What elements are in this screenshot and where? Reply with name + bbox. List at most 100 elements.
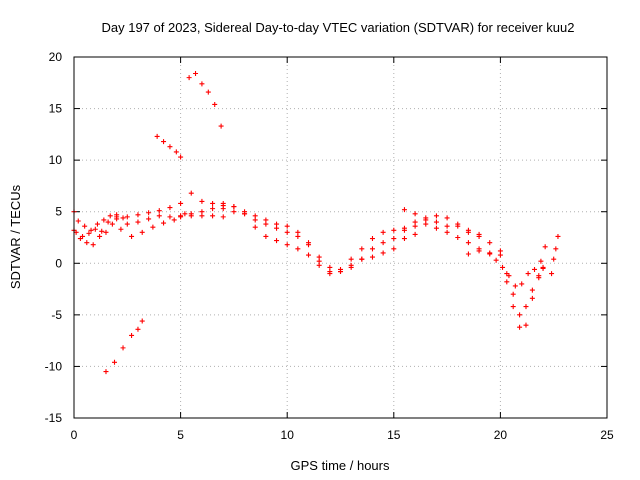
- chart-title: Day 197 of 2023, Sidereal Day-to-day VTE…: [101, 20, 574, 35]
- data-point: [391, 246, 397, 252]
- data-point: [173, 149, 179, 155]
- series-arc-late-1: [401, 207, 542, 318]
- data-point: [476, 233, 482, 239]
- data-point: [359, 256, 365, 262]
- series-arc-mid-1: [114, 200, 184, 220]
- series-arc-neg: [103, 318, 145, 375]
- data-point: [380, 250, 386, 256]
- data-point: [193, 71, 199, 77]
- y-tick-label: 10: [49, 153, 63, 167]
- data-point: [433, 213, 439, 219]
- data-point: [135, 212, 141, 218]
- data-point: [529, 287, 535, 293]
- data-point: [210, 206, 216, 212]
- data-point: [380, 240, 386, 246]
- data-point: [88, 227, 94, 233]
- data-point: [139, 229, 145, 235]
- data-point: [103, 369, 109, 375]
- data-point: [103, 229, 109, 235]
- data-point: [161, 139, 167, 145]
- data-point: [252, 217, 258, 223]
- data-point: [120, 345, 126, 351]
- data-point: [455, 235, 461, 240]
- data-point: [186, 75, 192, 81]
- data-point: [455, 223, 461, 229]
- data-point: [553, 246, 559, 252]
- data-point: [86, 230, 92, 236]
- data-point: [284, 223, 290, 229]
- data-point: [90, 242, 96, 248]
- y-tick-label: 20: [49, 50, 63, 64]
- x-tick-label: 10: [281, 428, 295, 442]
- data-point: [444, 215, 450, 221]
- data-point: [510, 304, 516, 310]
- data-point: [135, 326, 141, 332]
- data-point: [538, 258, 544, 264]
- data-point: [75, 218, 81, 224]
- data-point: [101, 217, 107, 223]
- data-point: [476, 248, 482, 254]
- data-point: [263, 221, 269, 227]
- data-point: [124, 221, 130, 227]
- data-point: [118, 226, 124, 232]
- data-point: [231, 209, 237, 215]
- data-point: [220, 200, 226, 206]
- x-tick-label: 5: [177, 428, 184, 442]
- plot-frame: [73, 56, 608, 419]
- data-point: [401, 207, 407, 213]
- data-point: [348, 264, 354, 270]
- data-point: [519, 281, 525, 287]
- data-point: [220, 206, 226, 212]
- data-point: [512, 283, 518, 289]
- data-point: [401, 236, 407, 242]
- data-point: [523, 322, 529, 328]
- data-point: [146, 216, 152, 222]
- data-point: [199, 81, 205, 87]
- data-point: [178, 200, 184, 206]
- data-point: [84, 240, 90, 246]
- data-point: [263, 233, 269, 239]
- data-point: [487, 251, 493, 257]
- series-arc-late-3: [465, 244, 548, 289]
- data-point: [199, 198, 205, 204]
- data-point: [523, 304, 529, 310]
- y-tick-label: -15: [45, 411, 63, 425]
- data-point: [391, 236, 397, 242]
- data-point: [536, 275, 542, 281]
- data-point: [120, 215, 126, 221]
- x-tick-label: 25: [600, 428, 614, 442]
- data-point: [156, 208, 162, 214]
- data-point: [80, 233, 86, 239]
- x-tick-label: 20: [494, 428, 508, 442]
- data-point: [146, 210, 152, 216]
- data-point: [295, 246, 301, 252]
- data-point: [205, 89, 211, 95]
- data-point: [284, 229, 290, 235]
- data-point: [369, 254, 375, 260]
- data-point: [316, 254, 322, 260]
- y-tick-label: 15: [49, 102, 63, 116]
- data-point: [139, 318, 145, 324]
- data-point: [412, 231, 418, 237]
- y-tick-label: 0: [55, 256, 62, 270]
- data-point: [465, 240, 471, 246]
- data-point: [444, 229, 450, 235]
- series-arc-late-2: [433, 225, 546, 330]
- data-point: [274, 225, 280, 231]
- data-point: [493, 257, 499, 263]
- data-point: [220, 214, 226, 220]
- data-point: [412, 211, 418, 217]
- data-point: [549, 271, 555, 277]
- data-point: [359, 246, 365, 252]
- data-point: [218, 123, 224, 129]
- data-point: [99, 228, 105, 234]
- series-arc-start-2: [73, 219, 111, 239]
- data-point: [94, 221, 100, 227]
- data-point: [525, 271, 531, 277]
- data-point: [433, 225, 439, 231]
- data-point: [167, 144, 173, 150]
- data-point: [306, 242, 312, 248]
- data-point: [412, 219, 418, 225]
- y-tick-label: -10: [45, 359, 63, 373]
